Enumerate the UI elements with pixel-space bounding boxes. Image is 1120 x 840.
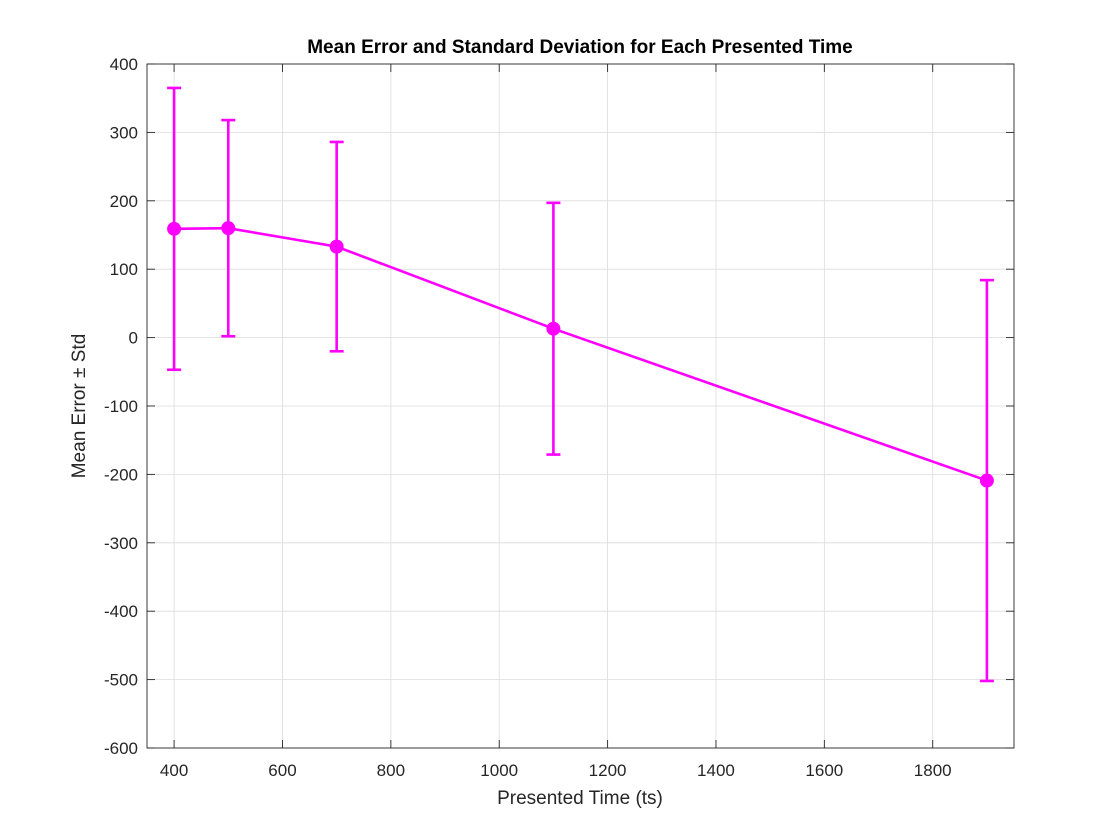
data-point: [979, 473, 994, 488]
y-tick-label: 400: [110, 55, 138, 74]
series-line: [174, 226, 988, 482]
y-tick-label: -100: [104, 397, 138, 416]
data-point: [221, 221, 236, 236]
y-tick-label: 200: [110, 192, 138, 211]
data-layer: [167, 86, 994, 683]
grid-layer: [147, 63, 1014, 749]
y-axis-label: Mean Error ± Std: [69, 334, 90, 479]
x-tick-label: 800: [377, 761, 405, 780]
axes-layer: 400 600 800 1000 1200 1400 1600 1800-600-500-40…: [104, 55, 1015, 780]
y-tick-label: -400: [104, 602, 138, 621]
chart-title: Mean Error and Standard Deviation for Ea…: [307, 37, 853, 58]
y-tick-label: -200: [104, 465, 138, 484]
x-tick-label: 1400: [697, 761, 735, 780]
x-tick-label: 1600: [805, 761, 843, 780]
y-tick-label: 100: [110, 260, 138, 279]
data-point: [329, 239, 344, 254]
x-tick-label: 600: [268, 761, 296, 780]
y-tick-label: -500: [104, 671, 138, 690]
x-axis-label: Presented Time (ts): [497, 788, 663, 809]
y-tick-label: -600: [104, 739, 138, 758]
x-tick-label: 1800: [914, 761, 952, 780]
y-tick-label: -300: [104, 534, 138, 553]
data-point: [167, 221, 182, 236]
x-tick-label: 1200: [589, 761, 627, 780]
data-point: [546, 321, 561, 336]
x-tick-label: 1000: [480, 761, 518, 780]
y-tick-label: 0: [129, 329, 138, 348]
y-tick-label: 300: [110, 123, 138, 142]
x-tick-label: 400: [160, 761, 188, 780]
